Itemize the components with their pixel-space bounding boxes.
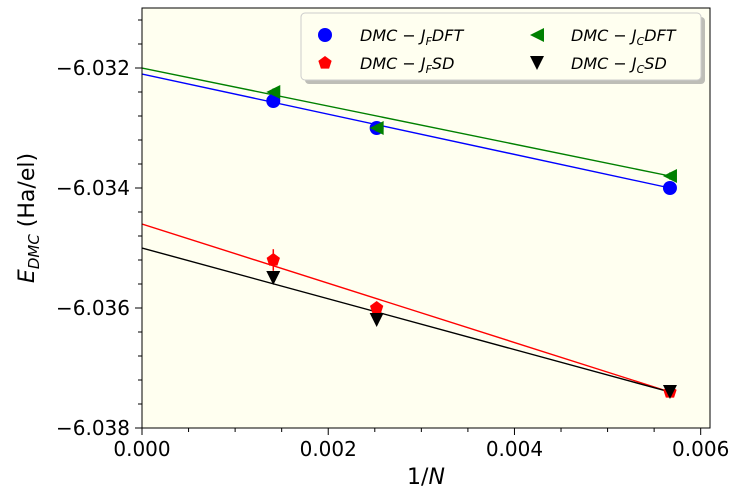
- legend-marker-series-2: [318, 56, 332, 69]
- fit-line-series-2: [142, 223, 671, 393]
- y-axis-label-units: (Ha/el): [15, 153, 40, 234]
- y-tick-label: −6.032: [56, 56, 130, 80]
- data-point-series-3: [266, 85, 281, 99]
- x-tick-label: 0.002: [300, 437, 357, 461]
- ticks-layer: 0.000 0.002 0.004 0.006 −6.038 −6.036 −6.034 −6…: [56, 19, 729, 461]
- legend-items: DMC − JFDFT DMC − JFSD DMC − JCDFT DMC − JC…: [318, 26, 677, 76]
- x-tick-label: 0.006: [672, 437, 729, 461]
- legend-box: [300, 12, 702, 81]
- plot-frame: [141, 7, 711, 429]
- legend-marker-series-4: [530, 56, 544, 70]
- x-axis-label-var: N: [428, 465, 444, 490]
- y-tick-label: −6.038: [56, 416, 130, 440]
- y-axis-label: EDMC (Ha/el): [15, 153, 43, 283]
- data-point-series-3: [662, 169, 677, 183]
- x-tick-label: 0.000: [113, 437, 170, 461]
- y-tick-label: −6.036: [56, 296, 130, 320]
- legend-marker-series-1: [318, 28, 332, 42]
- y-axis-label-sub: DMC: [25, 234, 43, 269]
- x-axis-label: 1/N: [407, 465, 445, 490]
- data-point-series-1: [662, 181, 677, 195]
- data-point-series-4: [369, 313, 384, 327]
- data-point-series-4: [266, 271, 281, 285]
- x-axis-label-main: 1/: [407, 465, 429, 490]
- legend-label-series-4: DMC − JCSD: [571, 54, 667, 76]
- y-tick-label: −6.034: [56, 176, 130, 200]
- data-point-series-2: [266, 253, 280, 266]
- data-point-series-3: [369, 121, 384, 135]
- legend: DMC − JFDFT DMC − JFSD DMC − JCDFT DMC − JC…: [300, 12, 705, 84]
- legend-label-series-1: DMC − JFDFT: [360, 26, 464, 48]
- legend-label-series-2: DMC − JFSD: [360, 54, 454, 76]
- data-point-series-2: [369, 301, 384, 314]
- data-point-series-4: [662, 385, 677, 399]
- data-point-series-1: [266, 94, 281, 108]
- fit-line-series-3: [142, 67, 671, 177]
- fit-line-series-4: [142, 247, 671, 393]
- legend-marker-series-3: [530, 28, 544, 42]
- markers: [266, 85, 677, 399]
- fit-lines: [142, 67, 671, 393]
- legend-label-series-3: DMC − JCDFT: [571, 26, 677, 48]
- fit-line-series-1: [142, 73, 671, 189]
- y-axis-label-main: E: [15, 269, 40, 283]
- x-tick-label: 0.004: [486, 437, 543, 461]
